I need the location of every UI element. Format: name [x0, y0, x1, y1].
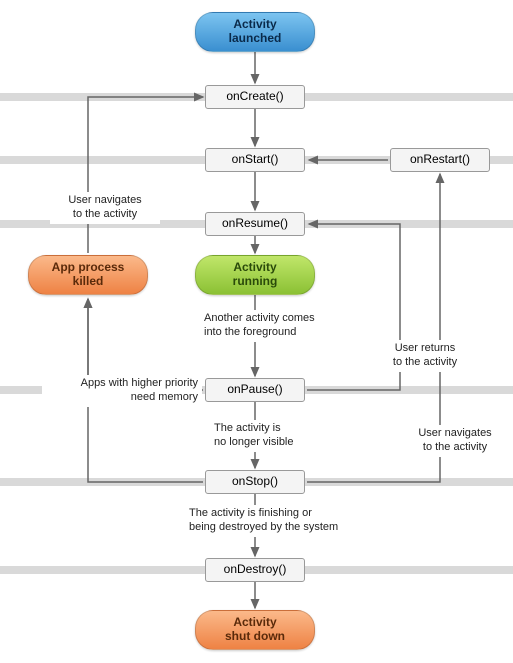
note-no-longer-visible: The activity is no longer visible	[210, 420, 340, 452]
state-shutdown: Activity shut down	[195, 610, 315, 650]
state-shutdown-label: Activity shut down	[225, 616, 285, 644]
note-user-navigates: User navigates to the activity	[50, 192, 160, 224]
state-launched-label: Activity launched	[229, 18, 282, 46]
note-higher-priority: Apps with higher priority need memory	[42, 375, 202, 407]
method-oncreate: onCreate()	[205, 85, 305, 109]
method-onstop-label: onStop()	[232, 475, 278, 489]
note-another-foreground: Another activity comes into the foregrou…	[200, 310, 370, 342]
note-finishing: The activity is finishing or being destr…	[185, 505, 405, 537]
note-user-navigates-text: User navigates to the activity	[68, 194, 141, 220]
method-onpause-label: onPause()	[227, 383, 282, 397]
state-launched: Activity launched	[195, 12, 315, 52]
note-higher-priority-text: Apps with higher priority need memory	[81, 377, 198, 403]
method-onstop: onStop()	[205, 470, 305, 494]
note-another-foreground-text: Another activity comes into the foregrou…	[204, 312, 315, 338]
method-onpause: onPause()	[205, 378, 305, 402]
lifecycle-diagram: Activity launched App process killed Act…	[0, 0, 513, 663]
note-user-returns-text: User returns to the activity	[393, 342, 457, 368]
method-oncreate-label: onCreate()	[226, 90, 283, 104]
method-onrestart: onRestart()	[390, 148, 490, 172]
note-finishing-text: The activity is finishing or being destr…	[189, 507, 338, 533]
method-onrestart-label: onRestart()	[410, 153, 470, 167]
state-killed: App process killed	[28, 255, 148, 295]
method-onstart: onStart()	[205, 148, 305, 172]
method-ondestroy-label: onDestroy()	[224, 563, 287, 577]
note-no-longer-visible-text: The activity is no longer visible	[214, 422, 294, 448]
note-user-navigates-2: User navigates to the activity	[400, 425, 510, 457]
note-user-navigates-2-text: User navigates to the activity	[418, 427, 491, 453]
method-onresume: onResume()	[205, 212, 305, 236]
method-onresume-label: onResume()	[222, 217, 288, 231]
method-ondestroy: onDestroy()	[205, 558, 305, 582]
state-running: Activity running	[195, 255, 315, 295]
note-user-returns: User returns to the activity	[370, 340, 480, 372]
state-running-label: Activity running	[233, 261, 278, 289]
method-onstart-label: onStart()	[232, 153, 279, 167]
state-killed-label: App process killed	[52, 261, 125, 289]
